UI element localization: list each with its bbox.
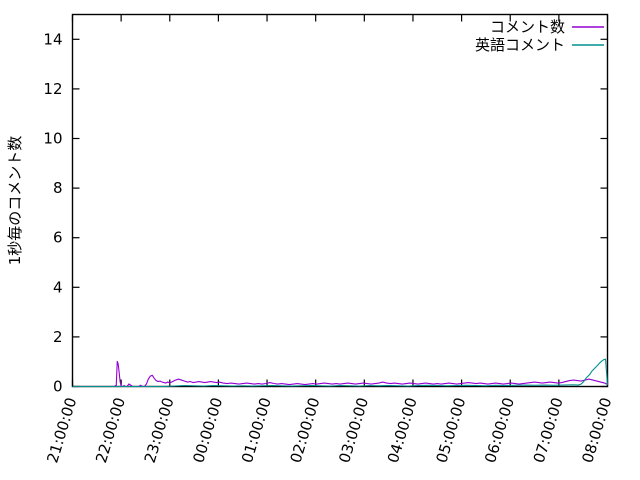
y-tick-label: 10: [43, 130, 62, 148]
data-series-group: [72, 358, 609, 388]
series-line-english-comment: [72, 358, 609, 388]
y-tick-label: 4: [53, 278, 63, 296]
y-tick-label: 12: [43, 80, 62, 98]
legend-label-english-comment[interactable]: 英語コメント: [475, 36, 565, 54]
plot-frame: [71, 13, 609, 388]
legend-label-comment-count[interactable]: コメント数: [490, 18, 565, 36]
series-line-comment-count: [72, 361, 608, 388]
y-axis-title-text: 1秒毎のコメント数: [6, 136, 24, 266]
y-tick-label: 2: [53, 328, 63, 346]
y-tick-label: 14: [43, 30, 62, 48]
y-axis-title: 1秒毎のコメント数: [6, 136, 24, 266]
y-axis-ticks: 0 2 4 6 8 10 12 14: [43, 30, 608, 396]
y-tick-label: 8: [53, 179, 63, 197]
y-tick-label: 0: [53, 378, 63, 396]
y-tick-label: 6: [53, 229, 63, 247]
